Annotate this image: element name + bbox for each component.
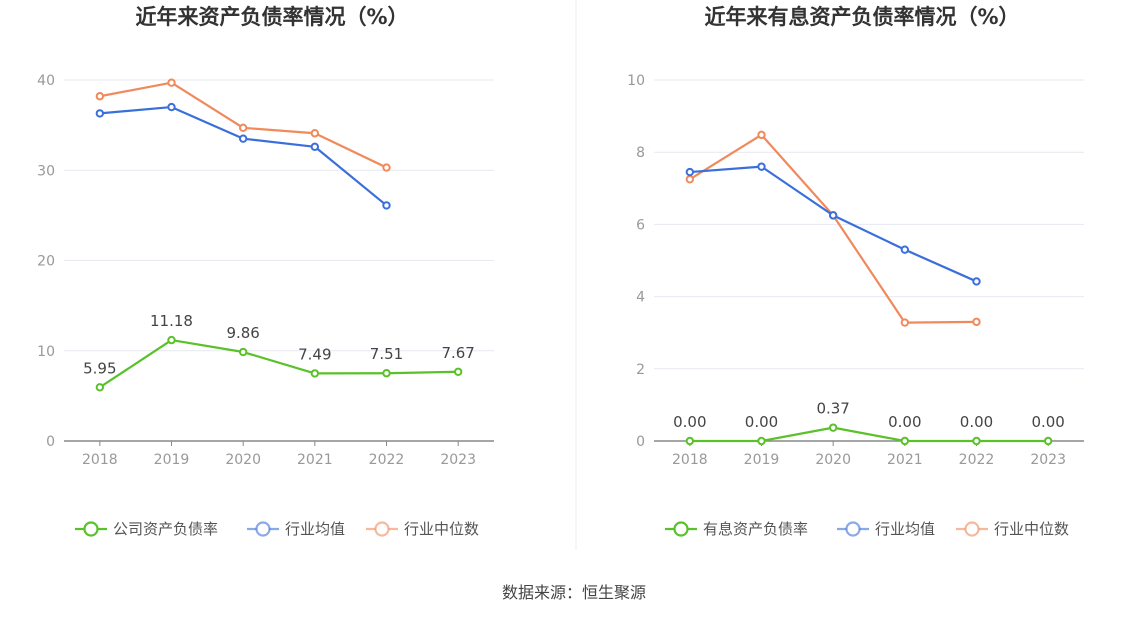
data-point-industry_median[interactable] bbox=[900, 318, 910, 327]
data-point-industry_avg[interactable] bbox=[382, 201, 391, 210]
chart-panel-interest-bearing-debt-ratio: 近年来有息资产负债率情况（%） 0 2 4 6 8 10 2018 2019 2020 2021 20… bbox=[627, 5, 1084, 538]
data-point-industry_avg[interactable] bbox=[685, 167, 695, 177]
data-point-company[interactable] bbox=[757, 436, 766, 446]
y-tick-label: 6 bbox=[636, 217, 645, 233]
x-tick-label: 2023 bbox=[440, 452, 476, 468]
y-tick-label: 2 bbox=[636, 362, 645, 378]
x-tick-label: 2020 bbox=[815, 452, 851, 468]
data-point-industry_avg[interactable] bbox=[167, 102, 176, 112]
data-point-industry_median[interactable] bbox=[685, 175, 695, 184]
data-label: 0.00 bbox=[1031, 413, 1064, 431]
x-tick-label: 2021 bbox=[297, 452, 333, 468]
series-line-company bbox=[689, 426, 1049, 443]
x-tick-label: 2018 bbox=[672, 452, 708, 468]
y-tick-label: 0 bbox=[46, 434, 55, 450]
data-label: 7.51 bbox=[370, 345, 403, 363]
data-label: 0.00 bbox=[673, 413, 706, 431]
x-tick-label: 2019 bbox=[154, 452, 190, 468]
data-point-company[interactable] bbox=[1043, 436, 1053, 446]
data-label: 0.37 bbox=[816, 400, 849, 418]
legend-marker bbox=[255, 521, 271, 537]
x-tick-label: 2021 bbox=[887, 452, 923, 468]
y-tick-label: 30 bbox=[37, 163, 55, 179]
x-tick-label: 2022 bbox=[369, 452, 405, 468]
data-point-company[interactable] bbox=[453, 367, 463, 376]
legend-marker bbox=[964, 521, 980, 537]
data-point-company[interactable] bbox=[167, 335, 176, 345]
legend-label: 有息资产负债率 bbox=[703, 520, 808, 538]
legend-item-industry_median[interactable]: 行业中位数 bbox=[956, 520, 1069, 538]
legend-marker bbox=[845, 521, 861, 537]
legend-marker bbox=[673, 521, 689, 537]
data-point-industry_avg[interactable] bbox=[238, 134, 248, 143]
y-tick-label: 20 bbox=[37, 254, 55, 270]
data-label: 0.00 bbox=[745, 413, 778, 431]
chart-title: 近年来资产负债率情况（%） bbox=[135, 5, 408, 29]
data-point-industry_median[interactable] bbox=[972, 317, 981, 327]
x-tick-label: 2019 bbox=[744, 452, 780, 468]
y-tick-label: 40 bbox=[37, 73, 55, 89]
data-point-industry_avg[interactable] bbox=[972, 277, 981, 286]
data-point-company[interactable] bbox=[900, 436, 910, 446]
data-point-industry_median[interactable] bbox=[757, 130, 766, 140]
legend-label: 公司资产负债率 bbox=[113, 520, 218, 538]
data-label: 0.00 bbox=[960, 413, 993, 431]
legend-label: 行业均值 bbox=[875, 520, 935, 538]
legend-item-company[interactable]: 有息资产负债率 bbox=[665, 520, 808, 538]
legend-item-industry_avg[interactable]: 行业均值 bbox=[837, 520, 935, 538]
series-line-company bbox=[99, 339, 459, 389]
y-tick-label: 8 bbox=[636, 145, 645, 161]
y-tick-label: 10 bbox=[627, 73, 645, 89]
data-point-industry_median[interactable] bbox=[382, 163, 391, 172]
legend-item-industry_median[interactable]: 行业中位数 bbox=[366, 520, 479, 538]
data-point-company[interactable] bbox=[685, 436, 695, 446]
data-point-industry_median[interactable] bbox=[310, 129, 320, 138]
legend-label: 行业中位数 bbox=[994, 520, 1069, 538]
data-point-company[interactable] bbox=[382, 369, 391, 378]
data-point-industry_median[interactable] bbox=[238, 123, 248, 133]
legend-marker bbox=[83, 521, 99, 537]
chart-title: 近年来有息资产负债率情况（%） bbox=[704, 5, 1019, 29]
data-point-industry_avg[interactable] bbox=[310, 142, 320, 151]
data-point-industry_avg[interactable] bbox=[900, 245, 910, 254]
data-label: 11.18 bbox=[150, 312, 193, 330]
data-label: 7.49 bbox=[298, 345, 331, 363]
data-point-industry_median[interactable] bbox=[95, 92, 105, 101]
chart-panel-debt-ratio: 近年来资产负债率情况（%） 0 10 20 30 40 2018 2019 2020 2021 20… bbox=[37, 5, 494, 538]
legend-label: 行业均值 bbox=[285, 520, 345, 538]
x-tick-label: 2018 bbox=[82, 452, 118, 468]
series-line-industry_median bbox=[689, 133, 977, 324]
x-tick-label: 2020 bbox=[225, 452, 261, 468]
legend-label: 行业中位数 bbox=[404, 520, 479, 538]
data-source: 数据来源：恒生聚源 bbox=[502, 583, 646, 602]
data-point-company[interactable] bbox=[238, 347, 248, 357]
x-tick-label: 2023 bbox=[1030, 452, 1066, 468]
data-point-industry_avg[interactable] bbox=[757, 162, 766, 171]
legend-item-company[interactable]: 公司资产负债率 bbox=[75, 520, 218, 538]
data-point-industry_median[interactable] bbox=[167, 78, 176, 87]
data-label: 0.00 bbox=[888, 413, 921, 431]
data-point-company[interactable] bbox=[828, 423, 838, 432]
data-point-company[interactable] bbox=[310, 369, 320, 378]
y-tick-label: 0 bbox=[636, 434, 645, 450]
series-line-industry_avg bbox=[99, 105, 388, 207]
data-point-industry_avg[interactable] bbox=[828, 211, 838, 220]
y-tick-label: 4 bbox=[636, 290, 645, 306]
legend-marker bbox=[374, 521, 390, 537]
data-point-industry_avg[interactable] bbox=[95, 109, 105, 118]
legend-item-industry_avg[interactable]: 行业均值 bbox=[247, 520, 345, 538]
x-tick-label: 2022 bbox=[959, 452, 995, 468]
data-label: 9.86 bbox=[226, 324, 259, 342]
y-tick-label: 10 bbox=[37, 344, 55, 360]
data-point-company[interactable] bbox=[95, 383, 105, 392]
data-label: 7.67 bbox=[441, 344, 474, 362]
data-label: 5.95 bbox=[83, 359, 116, 377]
data-point-company[interactable] bbox=[972, 436, 981, 446]
